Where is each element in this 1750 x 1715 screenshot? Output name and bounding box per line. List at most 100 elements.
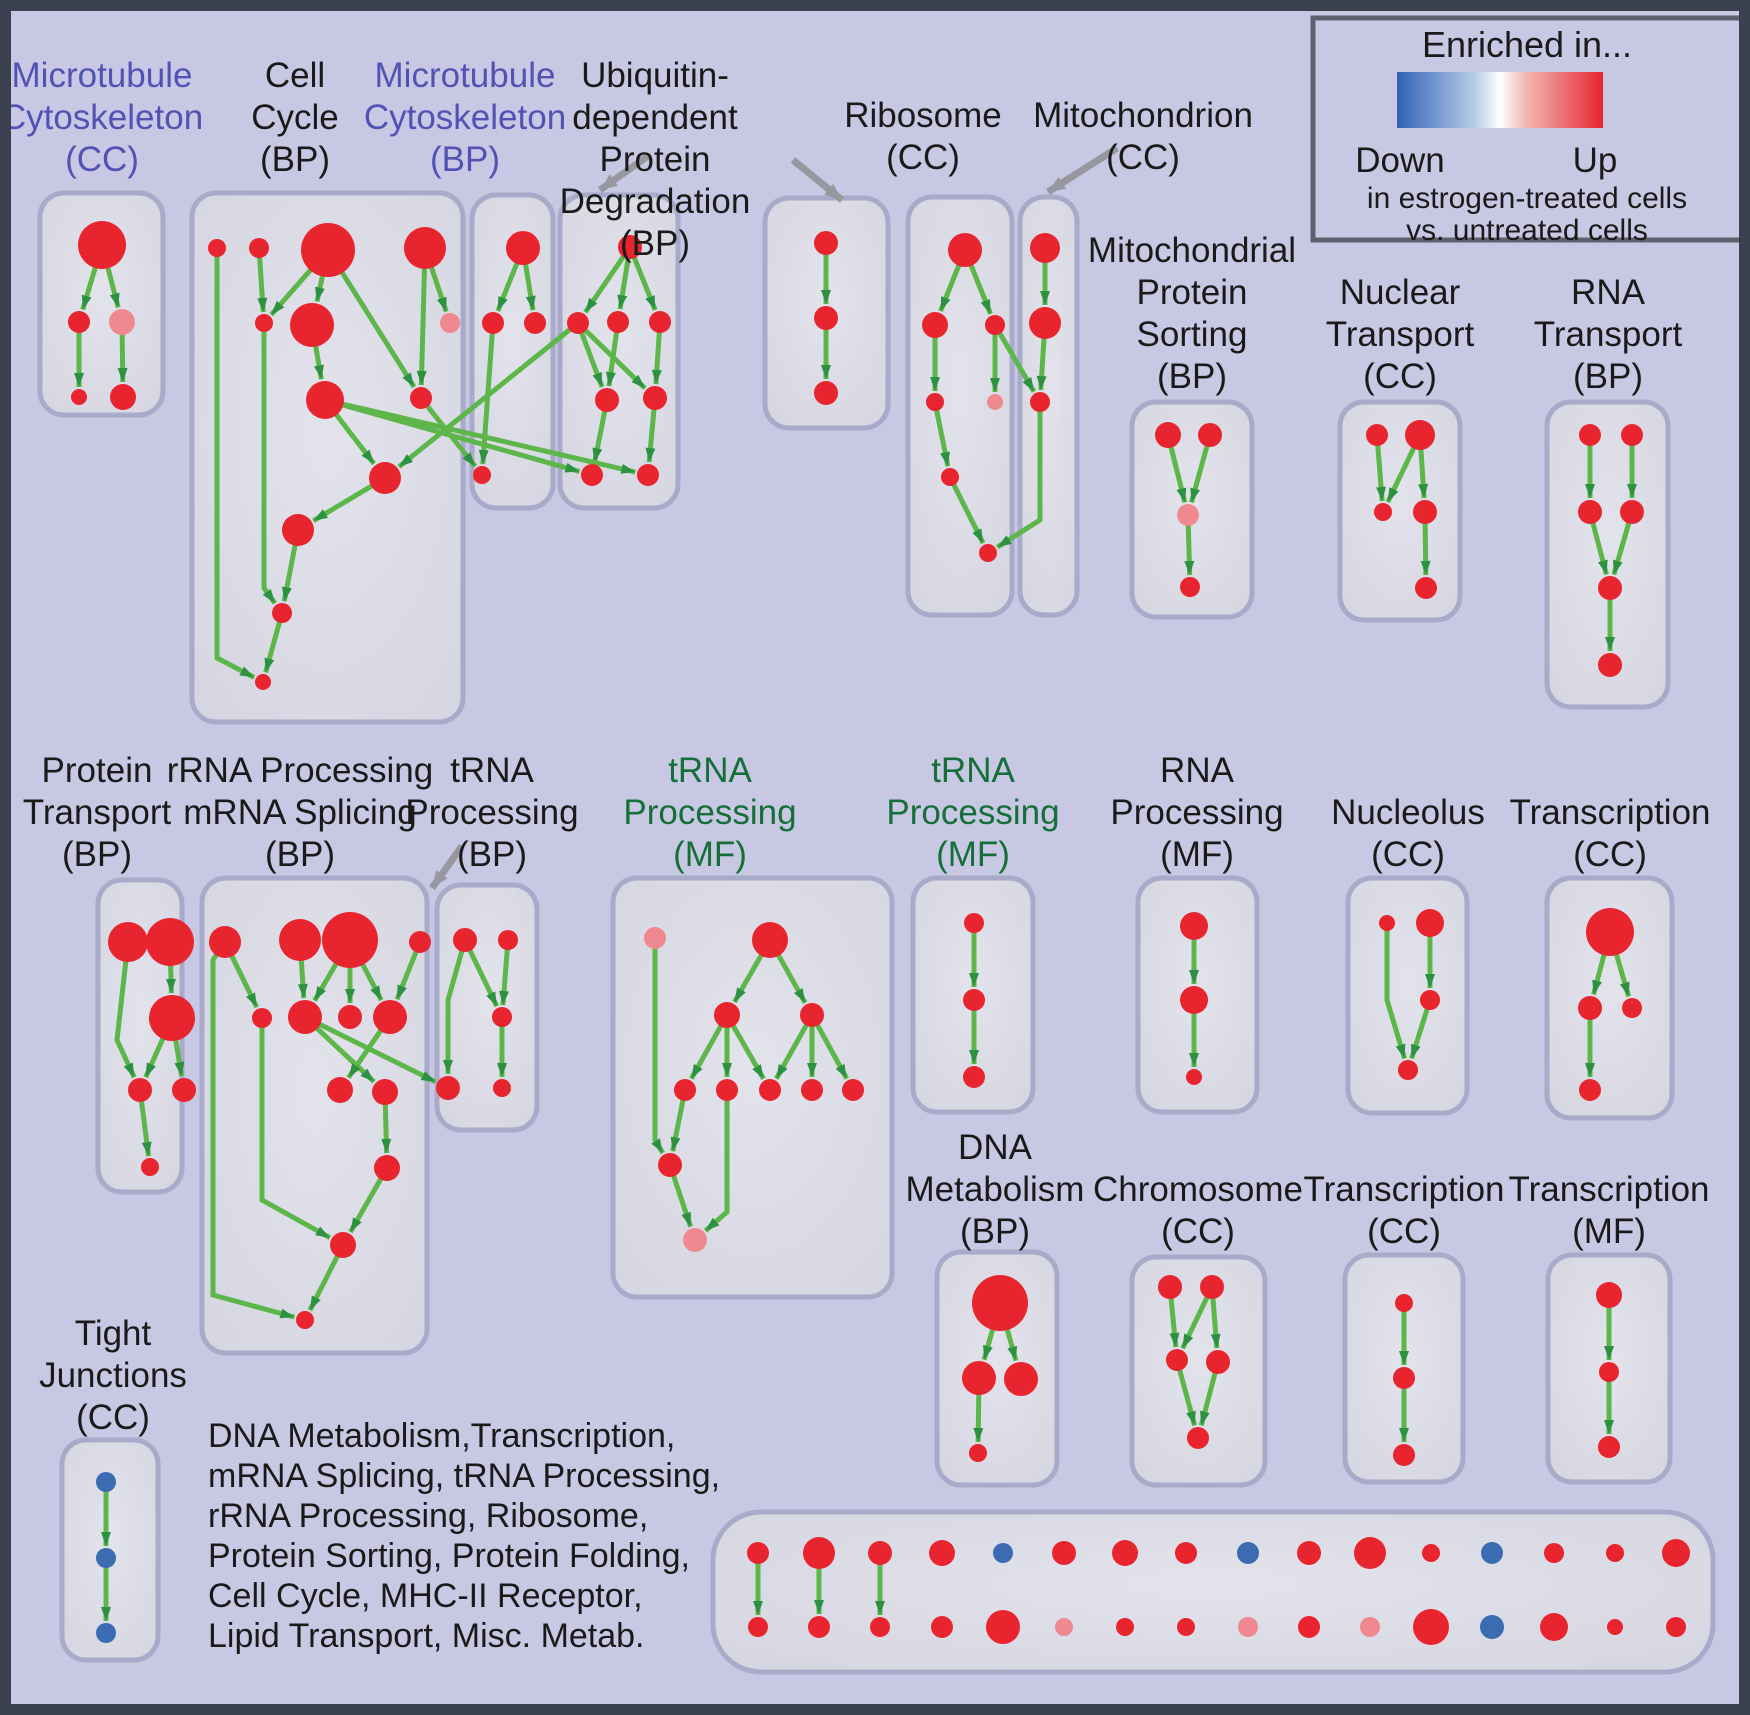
go-term-node[interactable] <box>506 231 540 265</box>
go-term-node[interactable] <box>1206 1350 1230 1374</box>
go-term-node[interactable] <box>141 1158 159 1176</box>
go-term-node[interactable] <box>322 912 378 968</box>
go-term-node[interactable] <box>1599 1362 1619 1382</box>
go-term-node[interactable] <box>492 1007 512 1027</box>
go-term-node[interactable] <box>963 1066 985 1088</box>
go-term-node[interactable] <box>249 238 269 258</box>
go-term-node[interactable] <box>1579 1079 1601 1101</box>
go-term-node[interactable] <box>1578 996 1602 1020</box>
go-term-node[interactable] <box>96 1623 116 1643</box>
go-term-node[interactable] <box>1374 503 1392 521</box>
go-term-node[interactable] <box>1052 1541 1076 1565</box>
go-term-node[interactable] <box>1055 1618 1073 1636</box>
go-term-node[interactable] <box>108 922 148 962</box>
go-term-node[interactable] <box>1175 1542 1197 1564</box>
go-term-node[interactable] <box>1166 1349 1188 1371</box>
go-term-node[interactable] <box>338 1005 362 1029</box>
go-term-node[interactable] <box>747 1542 769 1564</box>
go-term-node[interactable] <box>567 312 589 334</box>
go-term-node[interactable] <box>800 1003 824 1027</box>
go-term-node[interactable] <box>1180 577 1200 597</box>
go-term-node[interactable] <box>1177 1618 1195 1636</box>
go-term-node[interactable] <box>1598 576 1622 600</box>
go-term-node[interactable] <box>637 464 659 486</box>
go-term-node[interactable] <box>1238 1617 1258 1637</box>
go-term-node[interactable] <box>1112 1540 1138 1566</box>
go-term-node[interactable] <box>209 926 241 958</box>
go-term-node[interactable] <box>674 1079 696 1101</box>
go-term-node[interactable] <box>963 989 985 1011</box>
go-term-node[interactable] <box>1398 1060 1418 1080</box>
go-term-node[interactable] <box>842 1079 864 1101</box>
go-term-node[interactable] <box>327 1077 353 1103</box>
go-term-node[interactable] <box>128 1078 152 1102</box>
go-term-node[interactable] <box>306 381 344 419</box>
go-term-node[interactable] <box>1480 1615 1504 1639</box>
go-term-node[interactable] <box>1200 1275 1224 1299</box>
go-term-node[interactable] <box>96 1472 116 1492</box>
go-term-node[interactable] <box>1030 233 1060 263</box>
go-term-node[interactable] <box>110 384 136 410</box>
go-term-node[interactable] <box>1004 1362 1038 1396</box>
go-term-node[interactable] <box>922 312 948 338</box>
go-term-node[interactable] <box>1607 1619 1623 1635</box>
go-term-node[interactable] <box>493 1079 511 1097</box>
go-term-node[interactable] <box>801 1079 823 1101</box>
go-term-node[interactable] <box>1360 1617 1380 1637</box>
go-term-node[interactable] <box>369 462 401 494</box>
go-term-node[interactable] <box>1177 504 1199 526</box>
go-term-node[interactable] <box>972 1275 1028 1331</box>
go-term-node[interactable] <box>440 313 460 333</box>
go-term-node[interactable] <box>1596 1282 1622 1308</box>
go-term-node[interactable] <box>814 231 838 255</box>
go-term-node[interactable] <box>1393 1367 1415 1389</box>
go-term-node[interactable] <box>372 1079 398 1105</box>
go-term-node[interactable] <box>1155 422 1181 448</box>
go-term-node[interactable] <box>146 918 194 966</box>
go-term-node[interactable] <box>979 544 997 562</box>
go-term-node[interactable] <box>803 1537 835 1569</box>
go-term-node[interactable] <box>581 464 603 486</box>
go-term-node[interactable] <box>964 913 984 933</box>
go-term-node[interactable] <box>683 1228 707 1252</box>
go-term-node[interactable] <box>1598 653 1622 677</box>
go-term-node[interactable] <box>296 1311 314 1329</box>
go-term-node[interactable] <box>473 466 491 484</box>
go-term-node[interactable] <box>373 1000 407 1034</box>
go-term-node[interactable] <box>301 223 355 277</box>
go-term-node[interactable] <box>374 1155 400 1181</box>
go-term-node[interactable] <box>1606 1544 1624 1562</box>
go-term-node[interactable] <box>987 394 1003 410</box>
go-term-node[interactable] <box>1620 500 1644 524</box>
go-term-node[interactable] <box>748 1617 768 1637</box>
go-term-node[interactable] <box>255 674 271 690</box>
go-term-node[interactable] <box>643 386 667 410</box>
go-term-node[interactable] <box>1366 424 1388 446</box>
go-term-node[interactable] <box>1666 1617 1686 1637</box>
go-term-node[interactable] <box>1116 1618 1134 1636</box>
go-term-node[interactable] <box>714 1002 740 1028</box>
go-term-node[interactable] <box>1579 424 1601 446</box>
go-term-node[interactable] <box>410 387 432 409</box>
go-term-node[interactable] <box>1413 1609 1449 1645</box>
go-term-node[interactable] <box>1029 307 1061 339</box>
go-term-node[interactable] <box>498 930 518 950</box>
go-term-node[interactable] <box>868 1541 892 1565</box>
go-term-node[interactable] <box>1662 1539 1690 1567</box>
go-term-node[interactable] <box>1413 500 1437 524</box>
go-term-node[interactable] <box>649 311 671 333</box>
go-term-node[interactable] <box>929 1540 955 1566</box>
go-term-node[interactable] <box>1187 1427 1209 1449</box>
go-term-node[interactable] <box>962 1361 996 1395</box>
go-term-node[interactable] <box>1586 908 1634 956</box>
go-term-node[interactable] <box>282 514 314 546</box>
go-term-node[interactable] <box>1180 912 1208 940</box>
go-term-node[interactable] <box>808 1616 830 1638</box>
go-term-node[interactable] <box>1354 1537 1386 1569</box>
go-term-node[interactable] <box>1393 1444 1415 1466</box>
go-term-node[interactable] <box>1158 1275 1182 1299</box>
go-term-node[interactable] <box>752 922 788 958</box>
go-term-node[interactable] <box>759 1079 781 1101</box>
go-term-node[interactable] <box>1481 1542 1503 1564</box>
go-term-node[interactable] <box>1540 1613 1568 1641</box>
